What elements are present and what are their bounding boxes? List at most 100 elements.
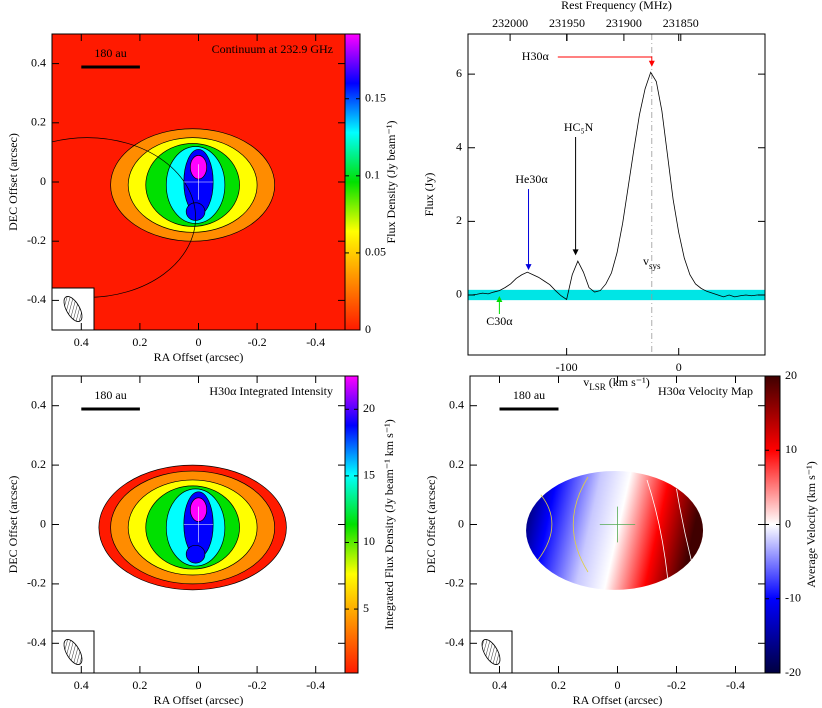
x-axis-label: RA Offset (arcsec)	[573, 693, 663, 707]
contour	[537, 494, 553, 561]
vsys-label: vsys	[643, 254, 661, 271]
colorbar-tick-label: -10	[785, 591, 801, 605]
colorbar-tick-label: -20	[785, 665, 801, 679]
colorbar-tick-label: 20	[363, 401, 375, 415]
contour	[572, 476, 589, 573]
map	[98, 464, 287, 591]
map	[52, 34, 345, 330]
colorbar-tick-label: 10	[785, 442, 797, 456]
contour	[676, 488, 692, 561]
colorbar-tick-label: 0.05	[365, 245, 386, 259]
colorbar	[344, 33, 361, 331]
x-axis-label: vLSR (km s⁻¹)	[583, 375, 649, 392]
x-tick-label: 0.4	[74, 678, 89, 692]
panel-title: Continuum at 232.9 GHz	[212, 42, 333, 56]
y-tick-label: -0.4	[27, 635, 46, 649]
x-tick-label: 0.4	[492, 678, 507, 692]
annotation-label: C30α	[486, 314, 513, 328]
scale-bar-label: 180 au	[94, 46, 126, 60]
y-tick-label: 0.4	[31, 397, 46, 411]
y-tick-label: 0.4	[31, 55, 46, 69]
colorbar-tick-label: 20	[785, 368, 797, 382]
y-tick-label: -0.4	[27, 292, 46, 306]
x-axis-label-part: v	[583, 375, 589, 389]
y-axis-label: DEC Offset (arcsec)	[424, 476, 438, 574]
plot-frame	[467, 33, 766, 356]
x-axis-label: RA Offset (arcsec)	[154, 350, 244, 364]
colorbar-tick-label: 0.1	[365, 168, 380, 182]
x-tick-label: -0.4	[726, 678, 745, 692]
map	[526, 471, 704, 590]
y-tick-label: 0.2	[31, 115, 46, 129]
panel-title: H30α Integrated Intensity	[209, 384, 333, 398]
colorbar-tick-label: 0.15	[365, 91, 386, 105]
x-tick-label: 0.2	[132, 335, 147, 349]
y-tick-label: 0	[458, 516, 464, 530]
y-axis-label: DEC Offset (arcsec)	[6, 476, 20, 574]
x2-tick-label: 231850	[663, 16, 699, 30]
annotation-arrow	[557, 56, 653, 62]
y-tick-label: 4	[456, 139, 462, 153]
y-tick-label: 0.2	[449, 457, 464, 471]
colorbar-tick-label: 0	[365, 322, 371, 336]
x-tick-label: 0.2	[132, 678, 147, 692]
scale-bar-label: 180 au	[513, 388, 545, 402]
y-tick-label: 6	[456, 66, 462, 80]
y-tick-label: 0	[456, 287, 462, 301]
map-region	[526, 471, 704, 590]
x-tick-label: -0.4	[306, 335, 325, 349]
x-tick-label: -100	[556, 360, 578, 374]
x-tick-label: -0.2	[248, 678, 267, 692]
beam	[481, 639, 501, 665]
contour	[646, 479, 669, 579]
x-tick-label: -0.2	[667, 678, 686, 692]
x-tick-label: 0	[196, 678, 202, 692]
colorbar-tick-label: 10	[363, 534, 375, 548]
x-axis-label-part: (km s⁻¹)	[606, 375, 650, 389]
y-tick-label: 0	[40, 174, 46, 188]
annotation-label: H30α	[522, 49, 550, 63]
baseline-band	[468, 289, 765, 301]
beam	[63, 639, 83, 665]
y-tick-label: -0.4	[445, 635, 464, 649]
arrowhead	[525, 264, 532, 271]
colorbar-label: Average Velocity (km s⁻¹)	[804, 461, 818, 587]
y-tick-label: 0.2	[31, 457, 46, 471]
x-tick-label: 0	[196, 335, 202, 349]
x2-tick-label: 231900	[606, 16, 642, 30]
x-tick-label: 0.4	[74, 335, 89, 349]
spectrum	[471, 71, 763, 301]
colorbar-label: Integrated Flux Density (Jy beam⁻¹ km s⁻…	[382, 419, 396, 630]
arrowhead	[496, 295, 503, 302]
panel-title: H30α Velocity Map	[658, 384, 753, 398]
x2-axis-label: Rest Frequency (MHz)	[561, 0, 672, 12]
x2-tick-label: 231950	[549, 16, 585, 30]
x-tick-label: 0.2	[551, 678, 566, 692]
x-axis-label-part: LSR	[589, 382, 606, 392]
map-region	[185, 544, 206, 564]
x-axis-label: RA Offset (arcsec)	[154, 693, 244, 707]
annotation-label: He30α	[515, 172, 548, 186]
y-tick-label: -0.2	[27, 233, 46, 247]
x-tick-label: -0.2	[248, 335, 267, 349]
vsys-label-part: v	[643, 254, 649, 268]
annotation-label: HC₅N	[564, 120, 594, 134]
y-axis-label: DEC Offset (arcsec)	[6, 133, 20, 231]
scale-bar-label: 180 au	[94, 388, 126, 402]
y-tick-label: 0	[40, 516, 46, 530]
vsys-label-part: sys	[649, 261, 661, 271]
colorbar	[344, 375, 359, 674]
x-tick-label: 0	[615, 678, 621, 692]
arrowhead	[648, 60, 655, 67]
beam	[63, 296, 83, 322]
x-tick-label: 0	[676, 360, 682, 374]
y-tick-label: 2	[456, 213, 462, 227]
x-tick-label: -0.4	[306, 678, 325, 692]
colorbar-tick-label: 0	[785, 516, 791, 530]
colorbar-label: Flux Density (Jy beam⁻¹)	[384, 121, 398, 244]
x2-tick-label: 232000	[492, 16, 528, 30]
arrowhead	[572, 249, 579, 256]
